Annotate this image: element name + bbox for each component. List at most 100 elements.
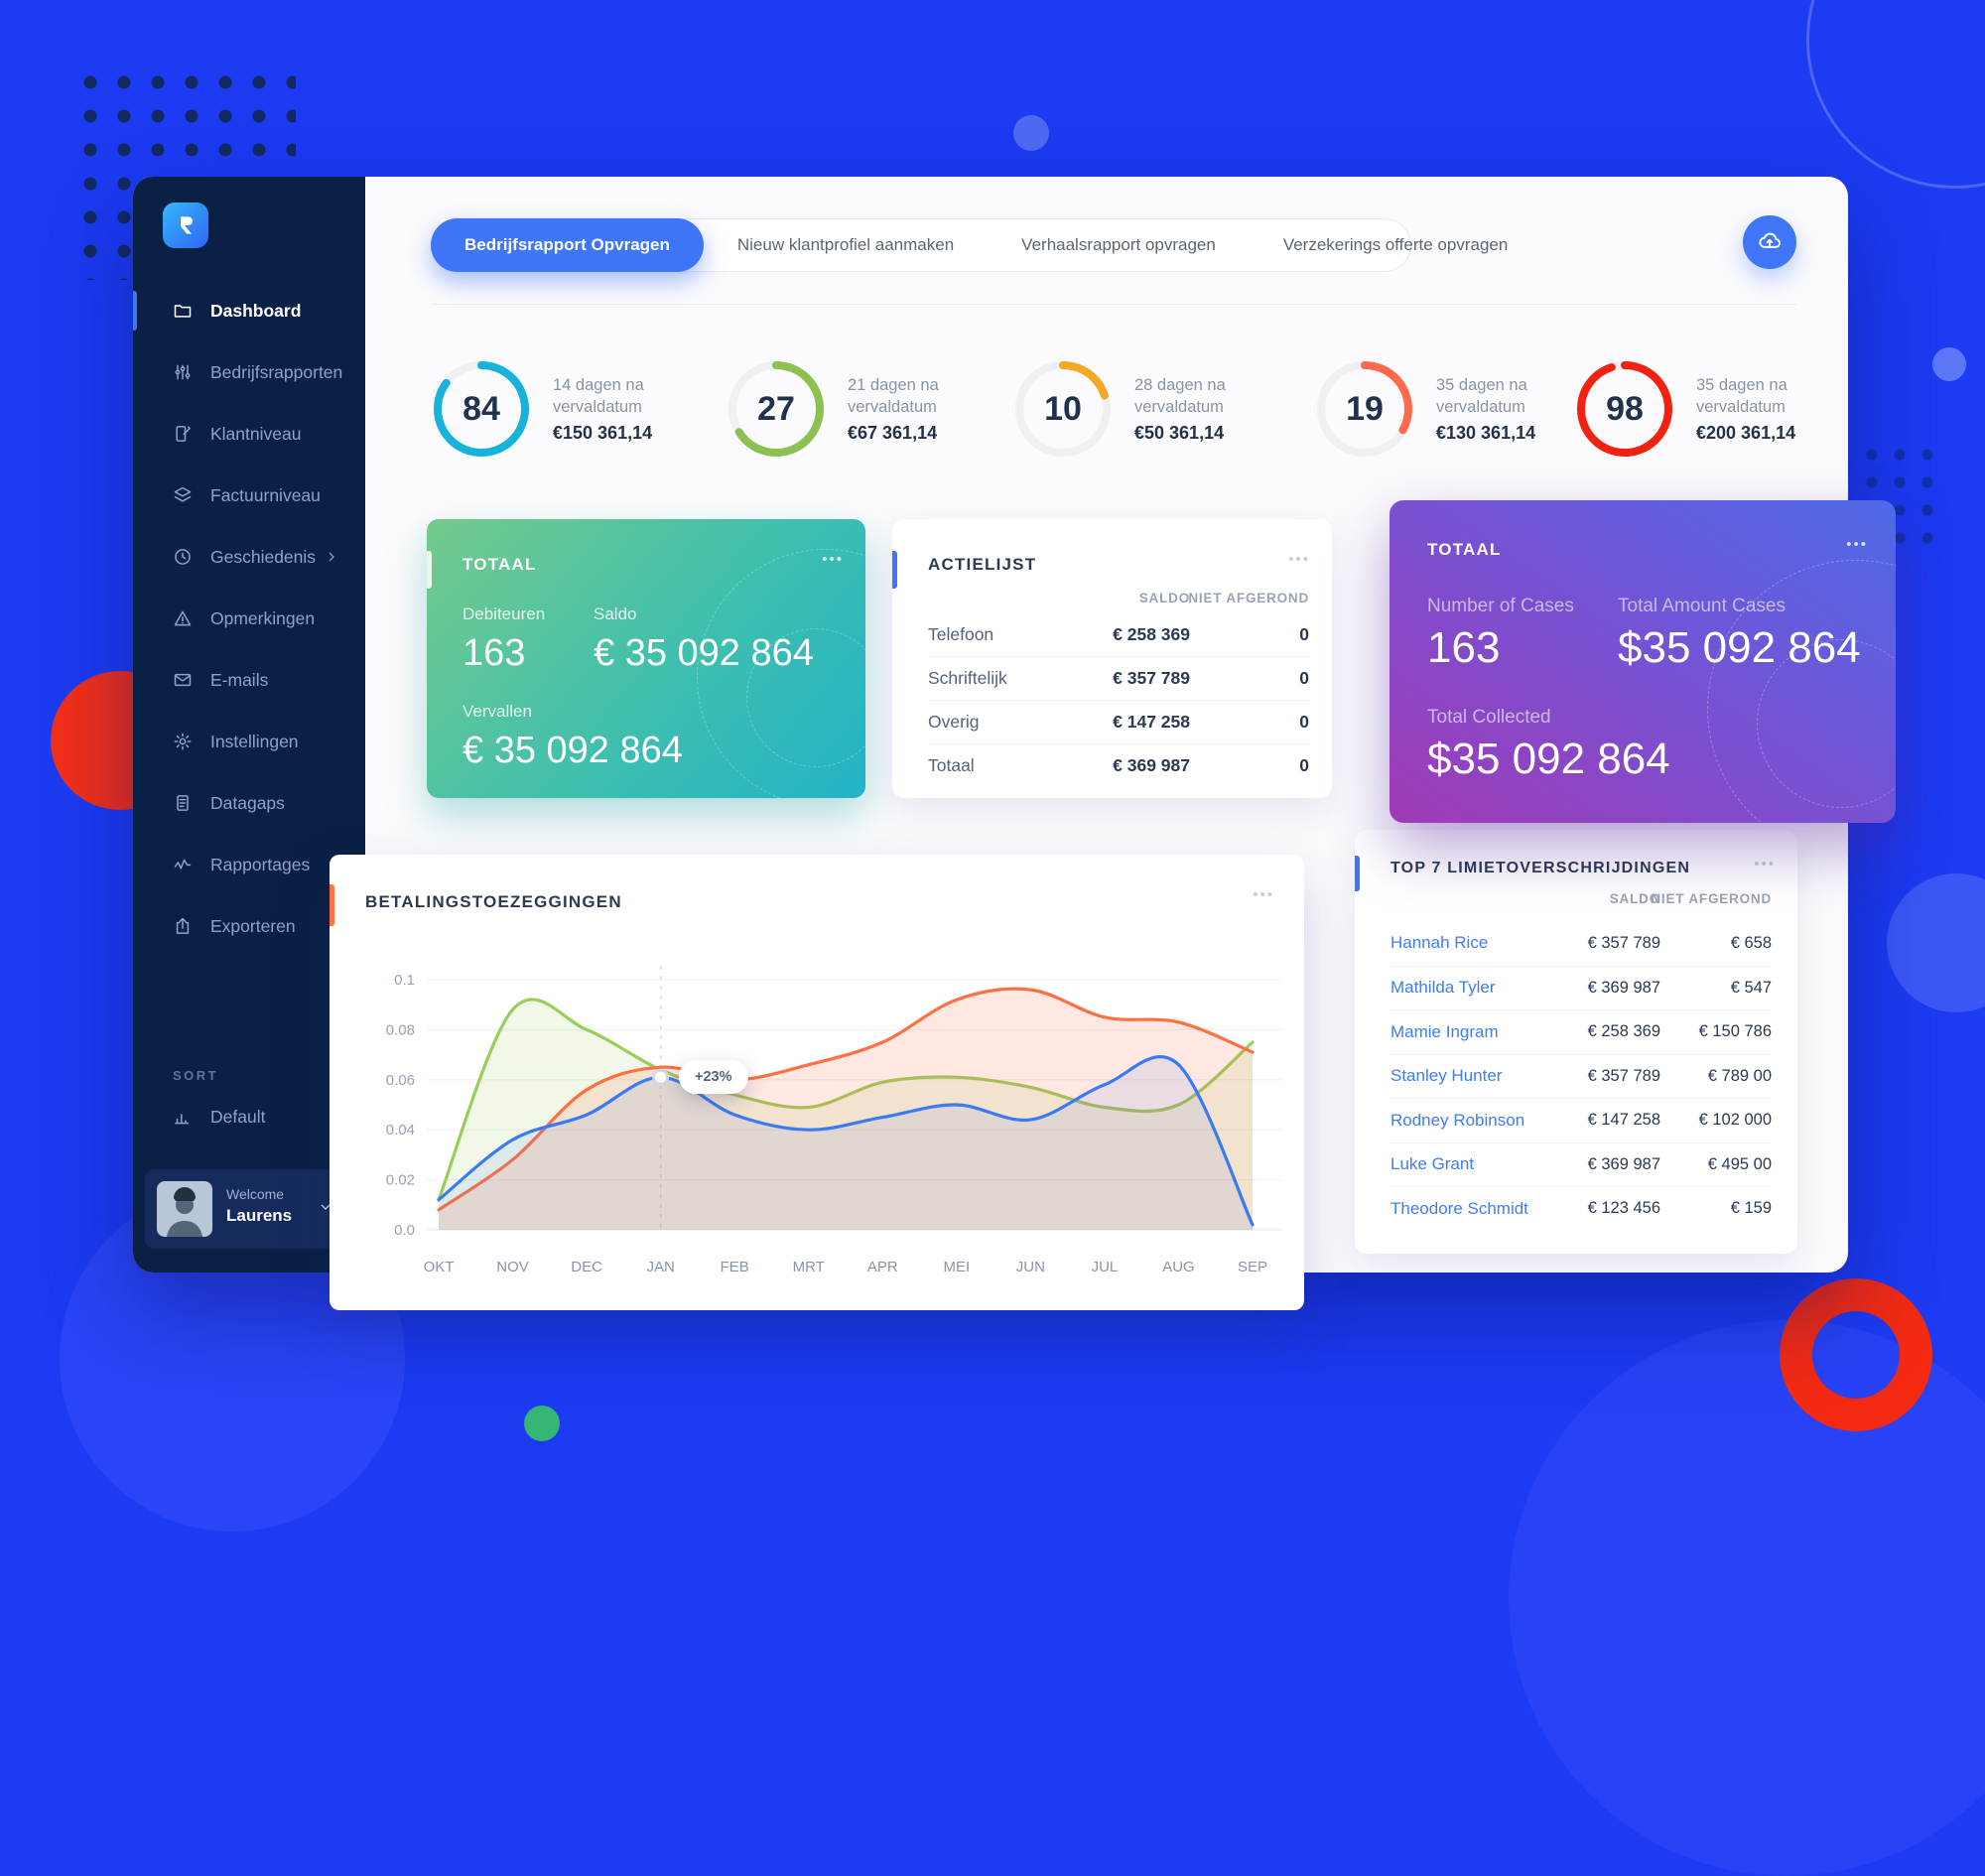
row-saldo: € 357 789 bbox=[1587, 1066, 1660, 1085]
amount-value: $35 092 864 bbox=[1618, 623, 1861, 672]
cases-label: Number of Cases bbox=[1427, 596, 1574, 616]
row-open: € 658 bbox=[1730, 933, 1772, 952]
table-row: Schriftelijk € 357 789 0 bbox=[928, 656, 1309, 700]
customer-link[interactable]: Hannah Rice bbox=[1390, 933, 1489, 953]
amount-block: Total Amount Cases $35 092 864 bbox=[1618, 596, 1861, 673]
cloud-upload-icon bbox=[1759, 232, 1782, 248]
row-label: Schriftelijk bbox=[928, 668, 1007, 688]
sidebar-item-exporteren[interactable]: Exporteren bbox=[133, 895, 365, 957]
stat-text: 14 dagen na vervaldatum €150 361,14 bbox=[553, 374, 712, 445]
gear-icon bbox=[173, 732, 193, 751]
user-text: Welcome Laurens bbox=[226, 1186, 292, 1226]
sidebar-item-sort-default[interactable]: Default bbox=[133, 1086, 365, 1147]
row-open: € 495 00 bbox=[1707, 1154, 1772, 1173]
saldo-label: Saldo bbox=[594, 604, 637, 623]
card-title: BETALINGSTOEZEGGINGEN bbox=[365, 892, 622, 911]
tab-bedrijfsrapport-opvragen[interactable]: Bedrijfsrapport Opvragen bbox=[431, 217, 704, 272]
progress-ring: 98 bbox=[1573, 357, 1676, 461]
sidebar-item-bedrijfsrapporten[interactable]: Bedrijfsrapporten bbox=[133, 341, 365, 403]
sidebar-item-rapportages[interactable]: Rapportages bbox=[133, 834, 365, 895]
table-row: Telefoon € 258 369 0 bbox=[928, 612, 1309, 656]
customer-link[interactable]: Mamie Ingram bbox=[1390, 1021, 1499, 1041]
sidebar-item-geschiedenis[interactable]: Geschiedenis bbox=[133, 526, 365, 588]
stat-amount: €150 361,14 bbox=[553, 423, 653, 444]
svg-text:0.1: 0.1 bbox=[394, 972, 415, 989]
top7-card: TOP 7 LIMIETOVERSCHRIJDINGEN SALDO NIET … bbox=[1355, 830, 1797, 1254]
svg-text:JUN: JUN bbox=[1016, 1259, 1045, 1275]
chevron-right-icon bbox=[324, 549, 339, 565]
sidebar-item-label: Opmerkingen bbox=[210, 607, 316, 628]
stat-label: 21 dagen na vervaldatum bbox=[848, 375, 939, 416]
kpi-stat: 98 35 dagen na vervaldatum €200 361,14 bbox=[1573, 357, 1855, 461]
progress-ring: 84 bbox=[430, 357, 533, 461]
sidebar-item-opmerkingen[interactable]: Opmerkingen bbox=[133, 588, 365, 649]
row-open: 0 bbox=[1299, 712, 1309, 732]
row-open: € 159 bbox=[1730, 1199, 1772, 1218]
folder-icon bbox=[173, 301, 193, 321]
svg-text:JUL: JUL bbox=[1092, 1259, 1119, 1275]
amount-label: Total Amount Cases bbox=[1618, 596, 1786, 616]
customer-link[interactable]: Rodney Robinson bbox=[1390, 1110, 1525, 1130]
svg-text:0.06: 0.06 bbox=[386, 1072, 415, 1089]
envelope-icon bbox=[173, 670, 193, 690]
customer-link[interactable]: Mathilda Tyler bbox=[1390, 978, 1496, 998]
sidebar-item-klantniveau[interactable]: Klantniveau bbox=[133, 403, 365, 465]
user-welcome: Welcome bbox=[226, 1186, 285, 1202]
svg-text:OKT: OKT bbox=[424, 1259, 455, 1275]
totaal-summary-card: TOTAAL Number of Cases 163 Total Amount … bbox=[1390, 500, 1896, 823]
user-panel[interactable]: Welcome Laurens bbox=[145, 1169, 347, 1249]
sidebar-item-factuurniveau[interactable]: Factuurniveau bbox=[133, 465, 365, 526]
card-accent bbox=[892, 551, 897, 589]
stat-label: 35 dagen na vervaldatum bbox=[1696, 375, 1787, 416]
progress-ring: 10 bbox=[1011, 357, 1115, 461]
tab-verhaalsrapport[interactable]: Verhaalsrapport opvragen bbox=[1021, 235, 1216, 254]
cases-block: Number of Cases 163 bbox=[1427, 596, 1574, 673]
row-saldo: € 147 258 bbox=[1587, 1111, 1660, 1130]
sidebar-item-label: Instellingen bbox=[210, 731, 299, 751]
totaal-card: TOTAAL Debiteuren 163 Saldo € 35 092 864… bbox=[427, 519, 865, 798]
row-saldo: € 147 258 bbox=[1113, 712, 1190, 732]
sidebar-item-label: Factuurniveau bbox=[210, 484, 321, 505]
app-logo[interactable] bbox=[163, 202, 208, 248]
actielijst-table: Telefoon € 258 369 0 Schriftelijk € 357 … bbox=[928, 612, 1309, 787]
debiteuren-value: 163 bbox=[463, 632, 526, 674]
more-menu-icon[interactable] bbox=[1846, 536, 1868, 553]
row-saldo: € 369 987 bbox=[1113, 755, 1190, 775]
customer-link[interactable]: Stanley Hunter bbox=[1390, 1066, 1503, 1086]
tab-verzekerings-offerte[interactable]: Verzekerings offerte opvragen bbox=[1282, 235, 1509, 254]
stat-value: 84 bbox=[463, 389, 500, 428]
stat-amount: €50 361,14 bbox=[1134, 423, 1225, 444]
ring-decoration bbox=[1806, 0, 1985, 189]
column-header-saldo: SALDO bbox=[1609, 891, 1660, 906]
svg-text:0.08: 0.08 bbox=[386, 1021, 415, 1038]
tab-bar: Bedrijfsrapport Opvragen Nieuw klantprof… bbox=[431, 217, 1508, 272]
activity-icon bbox=[173, 855, 193, 874]
stat-text: 35 dagen na vervaldatum €130 361,14 bbox=[1436, 374, 1595, 445]
row-open: € 150 786 bbox=[1698, 1022, 1772, 1041]
cases-value: 163 bbox=[1427, 623, 1501, 672]
sidebar-item-emails[interactable]: E-mails bbox=[133, 649, 365, 711]
more-menu-icon[interactable] bbox=[1754, 856, 1776, 872]
collected-block: Total Collected $35 092 864 bbox=[1427, 707, 1670, 784]
sidebar-item-datagaps[interactable]: Datagaps bbox=[133, 772, 365, 834]
kpi-stat: 19 35 dagen na vervaldatum €130 361,14 bbox=[1313, 357, 1595, 461]
customer-link[interactable]: Theodore Schmidt bbox=[1390, 1198, 1528, 1218]
stat-value: 19 bbox=[1346, 389, 1384, 428]
debiteuren-block: Debiteuren 163 bbox=[463, 604, 545, 675]
stat-amount: €67 361,14 bbox=[848, 423, 938, 444]
clipboard-icon bbox=[173, 793, 193, 813]
card-title: ACTIELIJST bbox=[928, 555, 1037, 574]
sidebar-item-label: Dashboard bbox=[210, 300, 302, 321]
sidebar-item-label: Bedrijfsrapporten bbox=[210, 361, 343, 382]
stat-text: 28 dagen na vervaldatum €50 361,14 bbox=[1134, 374, 1293, 445]
more-menu-icon[interactable] bbox=[1288, 551, 1310, 568]
sidebar: Dashboard Bedrijfsrapporten Klantniveau … bbox=[133, 177, 365, 1273]
stat-label: 28 dagen na vervaldatum bbox=[1134, 375, 1226, 416]
sidebar-item-instellingen[interactable]: Instellingen bbox=[133, 711, 365, 772]
upload-button[interactable] bbox=[1743, 215, 1796, 269]
customer-link[interactable]: Luke Grant bbox=[1390, 1154, 1475, 1174]
chevron-down-icon bbox=[318, 1199, 333, 1215]
tab-nieuw-klantprofiel[interactable]: Nieuw klantprofiel aanmaken bbox=[736, 235, 955, 254]
sidebar-item-dashboard[interactable]: Dashboard bbox=[133, 280, 365, 341]
vervallen-block: Vervallen € 35 092 864 bbox=[463, 702, 683, 772]
